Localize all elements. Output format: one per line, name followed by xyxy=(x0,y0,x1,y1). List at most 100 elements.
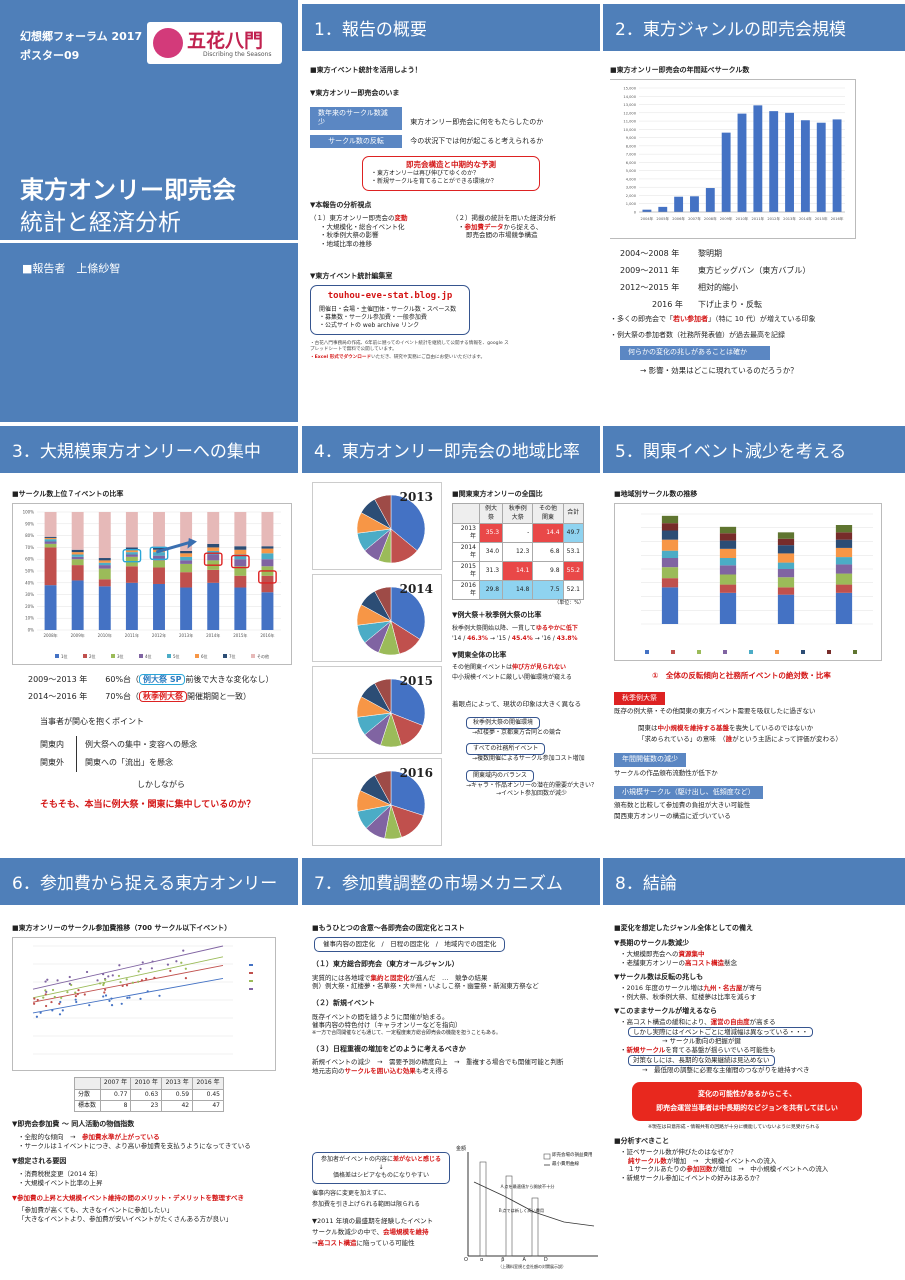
logo-main: 五花八門 xyxy=(187,30,264,52)
s4-table: 例大祭 秋季例大祭 その他関東 合計 2013 年 35.3-14.4 49.7 2014… xyxy=(452,503,585,601)
pie-slice xyxy=(374,770,392,806)
title-rule xyxy=(0,240,298,243)
y-tick-label: 10% xyxy=(25,616,34,621)
legend-swatch xyxy=(223,654,227,659)
s1-row-2: サークル数の反転 今の状況下では何が起こると考えられるか xyxy=(310,134,594,149)
stack-segment xyxy=(261,549,274,554)
trend-line xyxy=(32,945,224,991)
logo-flower-icon xyxy=(153,28,183,58)
s5-tag-small: 小規模サークル（駆け出し、低頻度など） xyxy=(614,785,763,799)
s8-heading-c: ▼サークル数は反転の兆しも xyxy=(614,973,704,982)
scatter-point xyxy=(110,1004,114,1007)
stack-segment xyxy=(234,546,247,551)
s1-heading-c: ▼本報告の分析視点 xyxy=(310,200,372,209)
stack-segment xyxy=(661,516,679,524)
s2-question: → 影響・効果はどこに現れているのだろうか？ xyxy=(640,365,798,375)
bar xyxy=(816,123,826,213)
x-tick-label: 2009年 xyxy=(720,216,733,221)
header-2: 2．東方ジャンルの即売会規模 xyxy=(603,4,905,51)
stack-segment xyxy=(719,593,737,625)
scatter-point xyxy=(131,982,134,985)
bar xyxy=(785,113,794,213)
stack-segment xyxy=(661,578,679,588)
x-tick-label: 2014年 xyxy=(206,632,220,638)
s1-box-line-1: ・東方オンリーは再び伸びてゆくのか？ xyxy=(371,170,480,178)
s2-note-2: ・例大祭の参加者数（社務所発表値）が過去最高を記録 xyxy=(610,330,785,339)
x-tick-label: 2008年 xyxy=(43,632,57,638)
s4-box-1: 秋季例大祭の開催環境 xyxy=(466,717,541,730)
x-tick-label: 2005年 xyxy=(656,216,669,221)
trend-line xyxy=(32,978,224,1014)
stack-segment xyxy=(777,595,795,625)
scatter-point xyxy=(56,979,59,982)
stack-segment xyxy=(234,566,247,577)
scatter-point xyxy=(108,1000,111,1003)
s1-url-link[interactable]: touhou-eve-stat.blog.jp xyxy=(327,291,453,302)
scatter-point xyxy=(137,981,140,984)
x-tick-label: 2008年 xyxy=(704,216,717,221)
s3-kanto: 関東内 例大祭への集中・変容への懸念 関東外 関東への「流出」を懸念 xyxy=(40,735,297,772)
scatter-point xyxy=(121,985,124,988)
section-3: ■サークル数上位７イベントの比率 0% 10% 20% 30% 40% 50% 60% 70%… xyxy=(12,490,297,850)
header-7: 7．参加費調整の市場メカニズム xyxy=(302,858,600,905)
s4-heading-b: ▼関東全体の比率 xyxy=(452,650,507,659)
stack-segment xyxy=(777,563,795,570)
s4-box-2: すべての社務所イベント xyxy=(466,743,546,756)
trend-arrow xyxy=(155,541,190,554)
scatter-point xyxy=(88,1004,91,1007)
s3-however: しかしながら xyxy=(137,779,185,789)
stack-segment xyxy=(835,593,853,625)
stack-segment xyxy=(180,553,193,558)
stack-segment xyxy=(719,558,737,566)
bar xyxy=(642,210,652,213)
x-tick-label: 2007年 xyxy=(688,216,701,221)
stack-segment xyxy=(835,574,853,586)
stack-segment xyxy=(98,565,111,570)
s3-ratio-2: 2014～2016 年 70%台（ 秋季例大祭 開催期間と一致） xyxy=(28,691,252,703)
s7-heading-d: （３）日程重複の増加をどのように考えるべきか xyxy=(312,1044,466,1053)
s3-stacked-chart: 0% 10% 20% 30% 40% 50% 60% 70% 80% 90% 100% 2008年 20… xyxy=(12,503,292,666)
s7-b2: 例）例大祭・紅楼夢・名華祭・大⑨州・いよしこ祭・幽霊祭・新潟東方祭など xyxy=(312,982,539,991)
x-tick-label: 2016年 xyxy=(260,632,274,638)
scatter-point xyxy=(83,993,86,997)
legend-swatch xyxy=(853,650,857,655)
x-tick-label: 2015年 xyxy=(233,632,247,638)
bar xyxy=(690,196,699,213)
legend-label: 4位 xyxy=(145,653,152,659)
s7-heading-c: （２）新規イベント xyxy=(312,999,375,1008)
stack-segment xyxy=(261,546,274,550)
y-tick-label: 1,000 xyxy=(626,203,637,207)
s6-heading-b: ▼想定される要因 xyxy=(12,1156,67,1165)
stack-segment xyxy=(661,558,679,568)
s1-heading-b: ▼東方オンリー即売会のいま xyxy=(310,89,400,98)
stack-segment xyxy=(125,552,138,555)
stack-segment xyxy=(777,587,795,596)
stack-segment xyxy=(71,580,84,631)
s8-note: ※現在は日意形成・情報共有の回路が十分に機能していないように見受けられる xyxy=(648,1125,820,1130)
y-tick-label: 10,000 xyxy=(623,128,636,132)
scatter-point xyxy=(58,1003,61,1006)
stack-segment xyxy=(719,549,737,559)
stack-segment xyxy=(125,554,138,558)
pie-2014: 2014 xyxy=(312,574,442,662)
legend-label: 3位 xyxy=(117,653,124,659)
s7-cost-diagram: 金額 即売会場の損益費用 最小費用曲線 Ａ点を最適値から開放不十分 Ｂ点では新し… xyxy=(454,1146,600,1270)
legend-swatch xyxy=(775,650,779,655)
scatter-point xyxy=(184,968,187,971)
y-tick-label: 60% xyxy=(25,557,34,562)
stack-segment xyxy=(153,512,165,548)
scatter-point xyxy=(102,995,105,998)
stack-segment xyxy=(44,512,57,538)
y-tick-label: 30% xyxy=(25,593,34,598)
stack-segment xyxy=(661,523,679,531)
reporter: ■報告者 上條紗智 xyxy=(22,262,121,275)
s8-box-1: しかし実際にはイベントごとに増減幅は異なっている・・・ xyxy=(628,1026,814,1038)
s7-heading-a: ■もうひとつの含意～各即売会の固定化とコスト xyxy=(312,924,465,932)
stack-segment xyxy=(44,538,57,540)
y-tick-label: 90% xyxy=(25,522,34,527)
x-tick-label: 2015年 xyxy=(815,216,828,221)
x-tick-label: 2012年 xyxy=(152,632,166,638)
scatter-point xyxy=(175,960,178,963)
section-7: ■もうひとつの含意～各即売会の固定化とコスト 催事内容の固定化 / 日程の固定化… xyxy=(312,924,602,1274)
s5-point: ① 全体の反転傾向と社務所イベントの絶対数・比率 xyxy=(652,671,831,681)
